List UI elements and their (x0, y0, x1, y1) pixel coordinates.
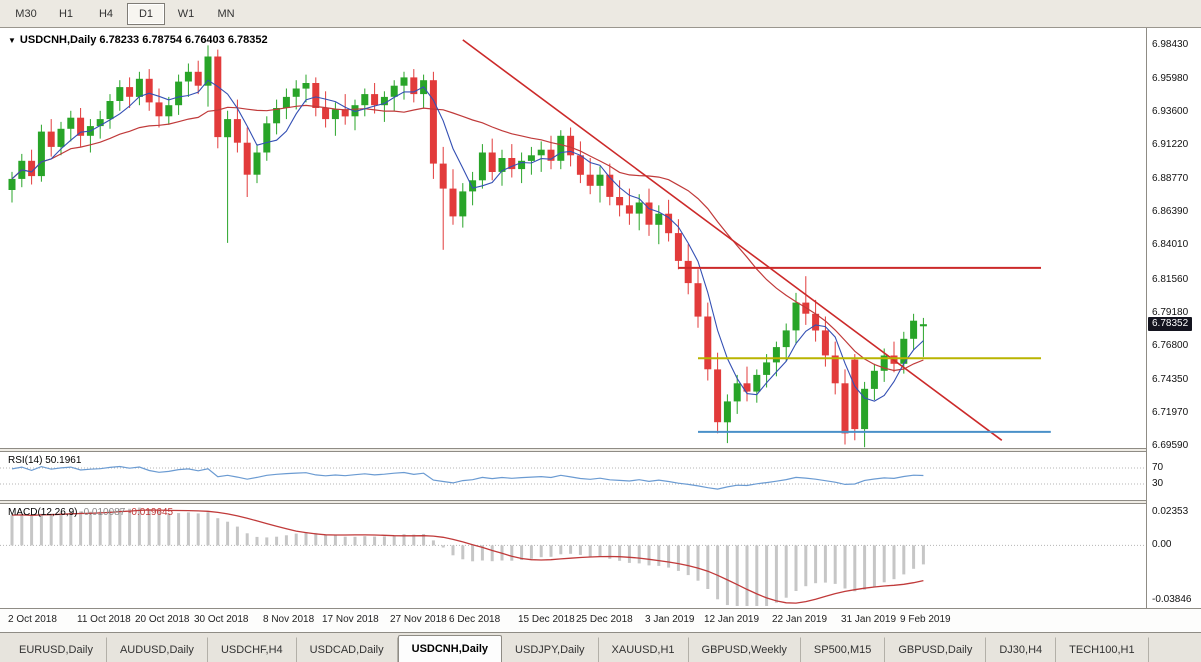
price-axis-label: 6.84010 (1152, 239, 1189, 250)
chart-menu-icon: ▼ (8, 36, 16, 45)
price-axis[interactable]: 6.78352 6.98430 6.95980 6.93600 6.91220 6.88… (1146, 28, 1201, 608)
chart-title: ▼ USDCNH,Daily 6.78233 6.78754 6.76403 6.… (8, 34, 268, 46)
date-axis-label: 8 Nov 2018 (263, 614, 315, 625)
chart-tab-dj30-h4[interactable]: DJ30,H4 (986, 637, 1057, 662)
date-axis-label: 9 Feb 2019 (900, 614, 951, 625)
time-axis[interactable]: 2 Oct 2018 11 Oct 2018 20 Oct 2018 30 Oct 2… (0, 609, 1201, 632)
date-axis-label: 15 Dec 2018 (518, 614, 575, 625)
macd-name: MACD(12,26,9) (8, 507, 78, 518)
price-axis-label: 6.76800 (1152, 340, 1189, 351)
date-axis-label: 3 Jan 2019 (645, 614, 695, 625)
rsi-indicator-panel[interactable] (0, 452, 1146, 500)
chart-tab-usdcnh-daily[interactable]: USDCNH,Daily (397, 635, 503, 662)
date-axis-label: 17 Nov 2018 (322, 614, 379, 625)
date-axis-label: 6 Dec 2018 (449, 614, 501, 625)
rsi-line (11, 465, 924, 490)
macd-histogram (10, 507, 925, 606)
chart-tab-gbpusd-weekly[interactable]: GBPUSD,Weekly (689, 637, 801, 662)
macd-signal-value: -0.019645 (128, 507, 174, 518)
timeframe-button-m30[interactable]: M30 (15, 7, 37, 20)
date-axis-label: 11 Oct 2018 (77, 614, 131, 625)
chart-tab-usdjpy-daily[interactable]: USDJPY,Daily (502, 637, 599, 662)
price-axis-label: 6.86390 (1152, 206, 1189, 217)
chart-tab-bar: EURUSD,Daily AUDUSD,Daily USDCHF,H4 USDCAD,… (0, 632, 1201, 662)
panel-divider[interactable] (0, 500, 1201, 504)
date-axis-label: 30 Oct 2018 (194, 614, 249, 625)
chart-tab-audusd-daily[interactable]: AUDUSD,Daily (107, 637, 208, 662)
macd-indicator-panel[interactable] (0, 504, 1146, 608)
chart-tab-tech100-h1[interactable]: TECH100,H1 (1056, 637, 1149, 662)
chart-symbol-label: USDCNH,Daily (19, 34, 97, 46)
macd-axis-label: -0.03846 (1152, 594, 1192, 605)
date-axis-label: 31 Jan 2019 (841, 614, 897, 625)
chart-tab-usdchf-h4[interactable]: USDCHF,H4 (208, 637, 297, 662)
rsi-chart[interactable] (0, 452, 1146, 500)
descending-trendline[interactable] (462, 39, 1003, 441)
current-price-tag: 6.78352 (1148, 317, 1193, 331)
price-axis-label: 6.95980 (1152, 73, 1189, 84)
macd-axis-label: 0.00 (1152, 539, 1172, 550)
chart-tab-xauusd-h1[interactable]: XAUUSD,H1 (599, 637, 689, 662)
macd-signal-line (11, 509, 924, 604)
price-axis-label: 6.69590 (1152, 440, 1189, 451)
axis-border (0, 608, 1201, 609)
timeframe-button-mn[interactable]: MN (217, 7, 235, 20)
price-axis-label: 6.93600 (1152, 106, 1189, 117)
price-axis-label: 6.91220 (1152, 139, 1189, 150)
timeframe-button-d1[interactable]: D1 (127, 2, 165, 25)
ma-fast-line[interactable] (11, 79, 924, 402)
price-axis-label: 6.79180 (1152, 307, 1189, 318)
panel-divider[interactable] (0, 448, 1201, 452)
date-axis-label: 2 Oct 2018 (8, 614, 57, 625)
rsi-axis-label: 70 (1152, 462, 1164, 473)
price-axis-label: 6.74350 (1152, 374, 1189, 385)
rsi-indicator-label: RSI(14) 50.1961 (8, 455, 81, 466)
candles-group (8, 45, 927, 448)
price-axis-label: 6.81560 (1152, 274, 1189, 285)
date-axis-label: 27 Nov 2018 (390, 614, 447, 625)
price-axis-label: 6.98430 (1152, 39, 1189, 50)
date-axis-label: 20 Oct 2018 (135, 614, 190, 625)
chart-tab-usdcad-daily[interactable]: USDCAD,Daily (297, 637, 398, 662)
timeframe-button-w1[interactable]: W1 (177, 7, 195, 20)
date-axis-label: 22 Jan 2019 (772, 614, 828, 625)
price-chart-panel[interactable] (0, 28, 1146, 448)
macd-chart[interactable] (0, 504, 1146, 608)
timeframe-button-h4[interactable]: H4 (98, 7, 114, 20)
macd-main-value: -0.010087 (80, 507, 126, 518)
chart-tab-gbpusd-daily[interactable]: GBPUSD,Daily (885, 637, 987, 662)
ma-slow-line[interactable] (11, 104, 924, 372)
price-axis-label: 6.88770 (1152, 173, 1189, 184)
rsi-name: RSI(14) (8, 455, 43, 466)
timeframe-toolbar: M30 H1 H4 D1 W1 MN (0, 0, 1201, 28)
price-axis-label: 6.71970 (1152, 407, 1189, 418)
date-axis-label: 12 Jan 2019 (704, 614, 760, 625)
timeframe-button-h1[interactable]: H1 (58, 7, 74, 20)
rsi-axis-label: 30 (1152, 478, 1164, 489)
candlestick-chart[interactable] (0, 28, 1146, 448)
date-axis-label: 25 Dec 2018 (576, 614, 633, 625)
macd-axis-label: 0.02353 (1152, 506, 1189, 517)
chart-tab-eurusd-daily[interactable]: EURUSD,Daily (6, 637, 107, 662)
rsi-value: 50.1961 (45, 455, 82, 466)
chart-ohlc-values: 6.78233 6.78754 6.76403 6.78352 (99, 34, 268, 46)
macd-indicator-label: MACD(12,26,9) -0.010087 -0.019645 (8, 507, 173, 518)
chart-tab-sp500-m15[interactable]: SP500,M15 (801, 637, 886, 662)
